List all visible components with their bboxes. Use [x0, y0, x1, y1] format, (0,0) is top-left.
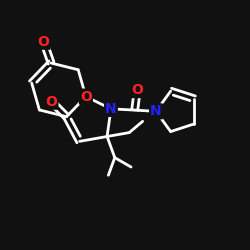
- Text: N: N: [105, 102, 117, 116]
- Text: O: O: [80, 90, 92, 104]
- Text: O: O: [46, 95, 58, 109]
- Text: O: O: [38, 35, 50, 49]
- Text: O: O: [131, 83, 143, 97]
- Text: N: N: [150, 104, 162, 118]
